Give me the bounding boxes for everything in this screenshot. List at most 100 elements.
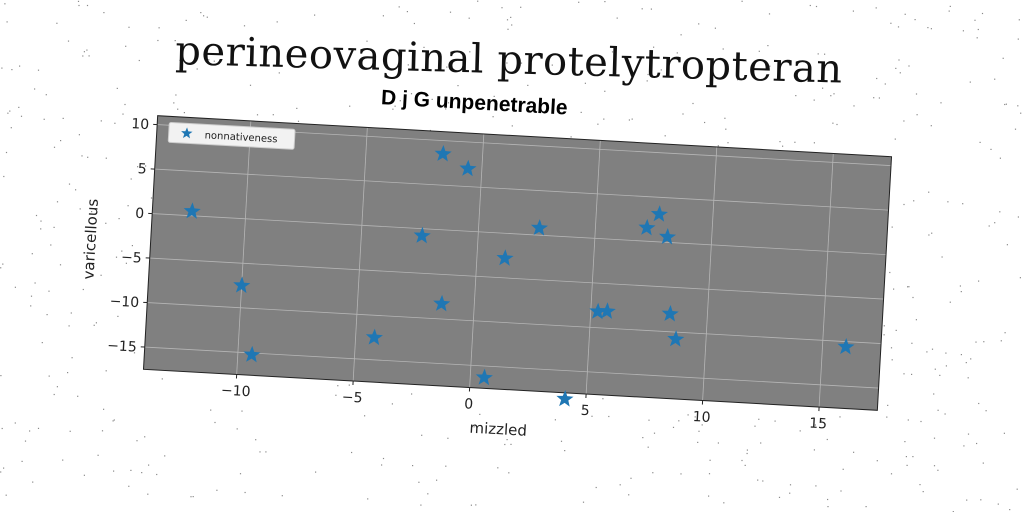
noise-dot (937, 409, 939, 411)
noise-dot (59, 264, 62, 266)
noise-dot (907, 419, 909, 421)
noise-dot (822, 87, 824, 89)
noise-dot (56, 201, 59, 203)
noise-dot (907, 286, 909, 288)
noise-dot (147, 493, 149, 495)
noise-dot (878, 97, 880, 99)
data-point-star (433, 294, 451, 312)
noise-dot (959, 285, 961, 287)
noise-dot (1003, 432, 1005, 434)
noise-dot (53, 393, 55, 396)
noise-dot (520, 6, 522, 8)
noise-dot (904, 441, 906, 443)
x-axis-label: mizzled (469, 419, 527, 440)
y-grid-line (152, 213, 887, 255)
noise-dot (962, 203, 964, 205)
noise-dot (114, 122, 116, 124)
noise-dot (56, 22, 58, 24)
noise-dot (949, 5, 951, 7)
noise-dot (470, 504, 472, 506)
noise-dot (101, 430, 104, 432)
noise-dot (117, 315, 119, 317)
x-grid-line (352, 127, 368, 382)
noise-dot (410, 93, 413, 95)
noise-dot (820, 420, 822, 422)
data-point-star (658, 228, 677, 245)
noise-dot (9, 110, 11, 112)
noise-dot (351, 451, 353, 454)
legend-box (167, 121, 296, 150)
data-point-star (667, 330, 685, 347)
noise-dot (125, 262, 127, 264)
noise-dot (100, 274, 102, 276)
noise-dot (37, 69, 40, 71)
noise-dot (927, 27, 929, 29)
noise-dot (413, 22, 415, 25)
noise-dot (81, 155, 83, 157)
noise-dot (1019, 277, 1021, 279)
noise-dot (664, 135, 666, 137)
noise-dot (97, 454, 99, 456)
y-tick-label: −10 (109, 293, 139, 311)
noise-dot (884, 83, 886, 85)
noise-dot (53, 146, 56, 148)
noise-dot (382, 457, 385, 460)
noise-dot (694, 416, 696, 418)
noise-dot (179, 59, 181, 61)
noise-dot (447, 102, 450, 104)
noise-dot (999, 211, 1001, 213)
noise-dot (398, 6, 400, 8)
noise-dot (173, 102, 175, 104)
noise-dot (86, 49, 88, 51)
noise-dot (1009, 509, 1011, 511)
noise-dot (138, 59, 140, 62)
noise-dot (21, 460, 23, 462)
noise-dot (708, 473, 711, 475)
noise-dot (876, 460, 878, 462)
noise-dot (922, 491, 924, 493)
noise-dot (933, 437, 936, 439)
noise-dot (133, 352, 136, 354)
noise-dot (646, 80, 648, 82)
noise-dot (948, 10, 950, 12)
noise-dot (891, 226, 893, 228)
noise-dot (931, 348, 934, 350)
noise-dot (421, 434, 423, 436)
x-grid-line (702, 146, 718, 401)
noise-dot (832, 122, 834, 124)
noise-dot (0, 267, 2, 269)
noise-dot (508, 108, 510, 110)
noise-dot (216, 489, 218, 491)
noise-dot (604, 90, 606, 92)
noise-dot (196, 68, 198, 70)
plot-group: −10 −5 0 5 10 15 −15 −10 −5 0 5 10 nonnativeness D … (79, 86, 893, 440)
noise-dot (5, 494, 7, 496)
noise-dot (887, 404, 889, 406)
noise-dot (447, 437, 449, 439)
noise-dot (18, 106, 20, 108)
noise-dot (717, 145, 719, 147)
noise-dot (886, 416, 888, 418)
noise-dot (815, 485, 817, 487)
x-grid-line (585, 140, 601, 395)
noise-dot (50, 244, 52, 246)
noise-dot (77, 0, 80, 3)
noise-dot (799, 430, 801, 432)
noise-dot (35, 214, 38, 217)
noise-dot (1020, 112, 1022, 114)
noise-dot (68, 325, 70, 327)
noise-dot (103, 12, 105, 14)
noise-dot (937, 469, 939, 471)
noise-dot (698, 23, 700, 25)
noise-dot (391, 403, 393, 405)
y-grid-line (147, 302, 882, 344)
noise-dot (1002, 57, 1004, 59)
noise-dot (19, 65, 21, 67)
noise-dot (628, 119, 630, 121)
noise-dot (717, 442, 719, 444)
noise-dot (34, 88, 36, 90)
noise-dot (727, 142, 729, 144)
noise-dot (584, 82, 586, 84)
noise-dot (157, 39, 159, 42)
noise-dot (259, 451, 261, 453)
